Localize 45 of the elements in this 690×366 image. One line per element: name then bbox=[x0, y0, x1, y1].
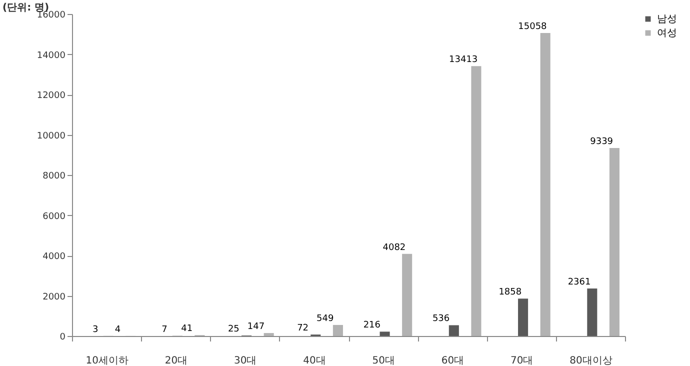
data-label: 2361 bbox=[568, 277, 591, 288]
x-tick-label: 20대 bbox=[164, 356, 188, 366]
data-label: 9339 bbox=[590, 137, 614, 148]
legend-label: 여성 bbox=[657, 28, 677, 39]
x-tick-label: 50대 bbox=[372, 356, 395, 366]
y-tick-label: 4000 bbox=[42, 252, 66, 262]
y-axis-title: (단위: 명) bbox=[2, 2, 50, 14]
data-label: 4 bbox=[114, 324, 121, 335]
x-tick-label: 80대이상 bbox=[570, 356, 612, 366]
data-label: 13413 bbox=[449, 55, 478, 66]
y-tick-label: 6000 bbox=[42, 212, 66, 222]
y-tick-label: 2000 bbox=[42, 292, 66, 302]
data-label: 216 bbox=[363, 320, 381, 331]
data-label: 536 bbox=[432, 314, 450, 324]
bar bbox=[540, 32, 550, 336]
bar bbox=[448, 325, 459, 336]
bar bbox=[380, 332, 390, 336]
x-tick-label: 70대 bbox=[510, 356, 534, 366]
data-label: 147 bbox=[247, 322, 265, 332]
bar bbox=[587, 288, 598, 336]
y-tick-label: 10000 bbox=[36, 131, 66, 142]
x-tick-label: 60대 bbox=[441, 356, 464, 366]
bar bbox=[402, 254, 412, 336]
y-tick-label: 8000 bbox=[42, 172, 66, 182]
data-label: 72 bbox=[297, 324, 309, 334]
data-label: 41 bbox=[181, 324, 193, 334]
x-tick-label: 30대 bbox=[234, 356, 257, 366]
bar bbox=[332, 324, 343, 336]
data-label: 25 bbox=[228, 324, 240, 334]
data-label: 15058 bbox=[518, 22, 548, 32]
bar bbox=[471, 66, 482, 336]
x-tick-label: 40대 bbox=[303, 356, 326, 366]
y-tick-label: 12000 bbox=[36, 91, 66, 101]
bar bbox=[609, 148, 620, 336]
data-label: 549 bbox=[316, 314, 334, 324]
bar bbox=[264, 333, 274, 336]
data-label: 7 bbox=[162, 324, 168, 335]
data-label: 1858 bbox=[498, 288, 522, 298]
data-label: 3 bbox=[92, 324, 98, 335]
y-tick-label: 0 bbox=[60, 332, 66, 342]
bar bbox=[518, 298, 528, 336]
legend-label: 남성 bbox=[657, 14, 677, 25]
data-label: 4082 bbox=[382, 242, 406, 253]
y-tick-label: 14000 bbox=[36, 50, 66, 61]
x-tick-label: 10세이하 bbox=[86, 356, 128, 366]
